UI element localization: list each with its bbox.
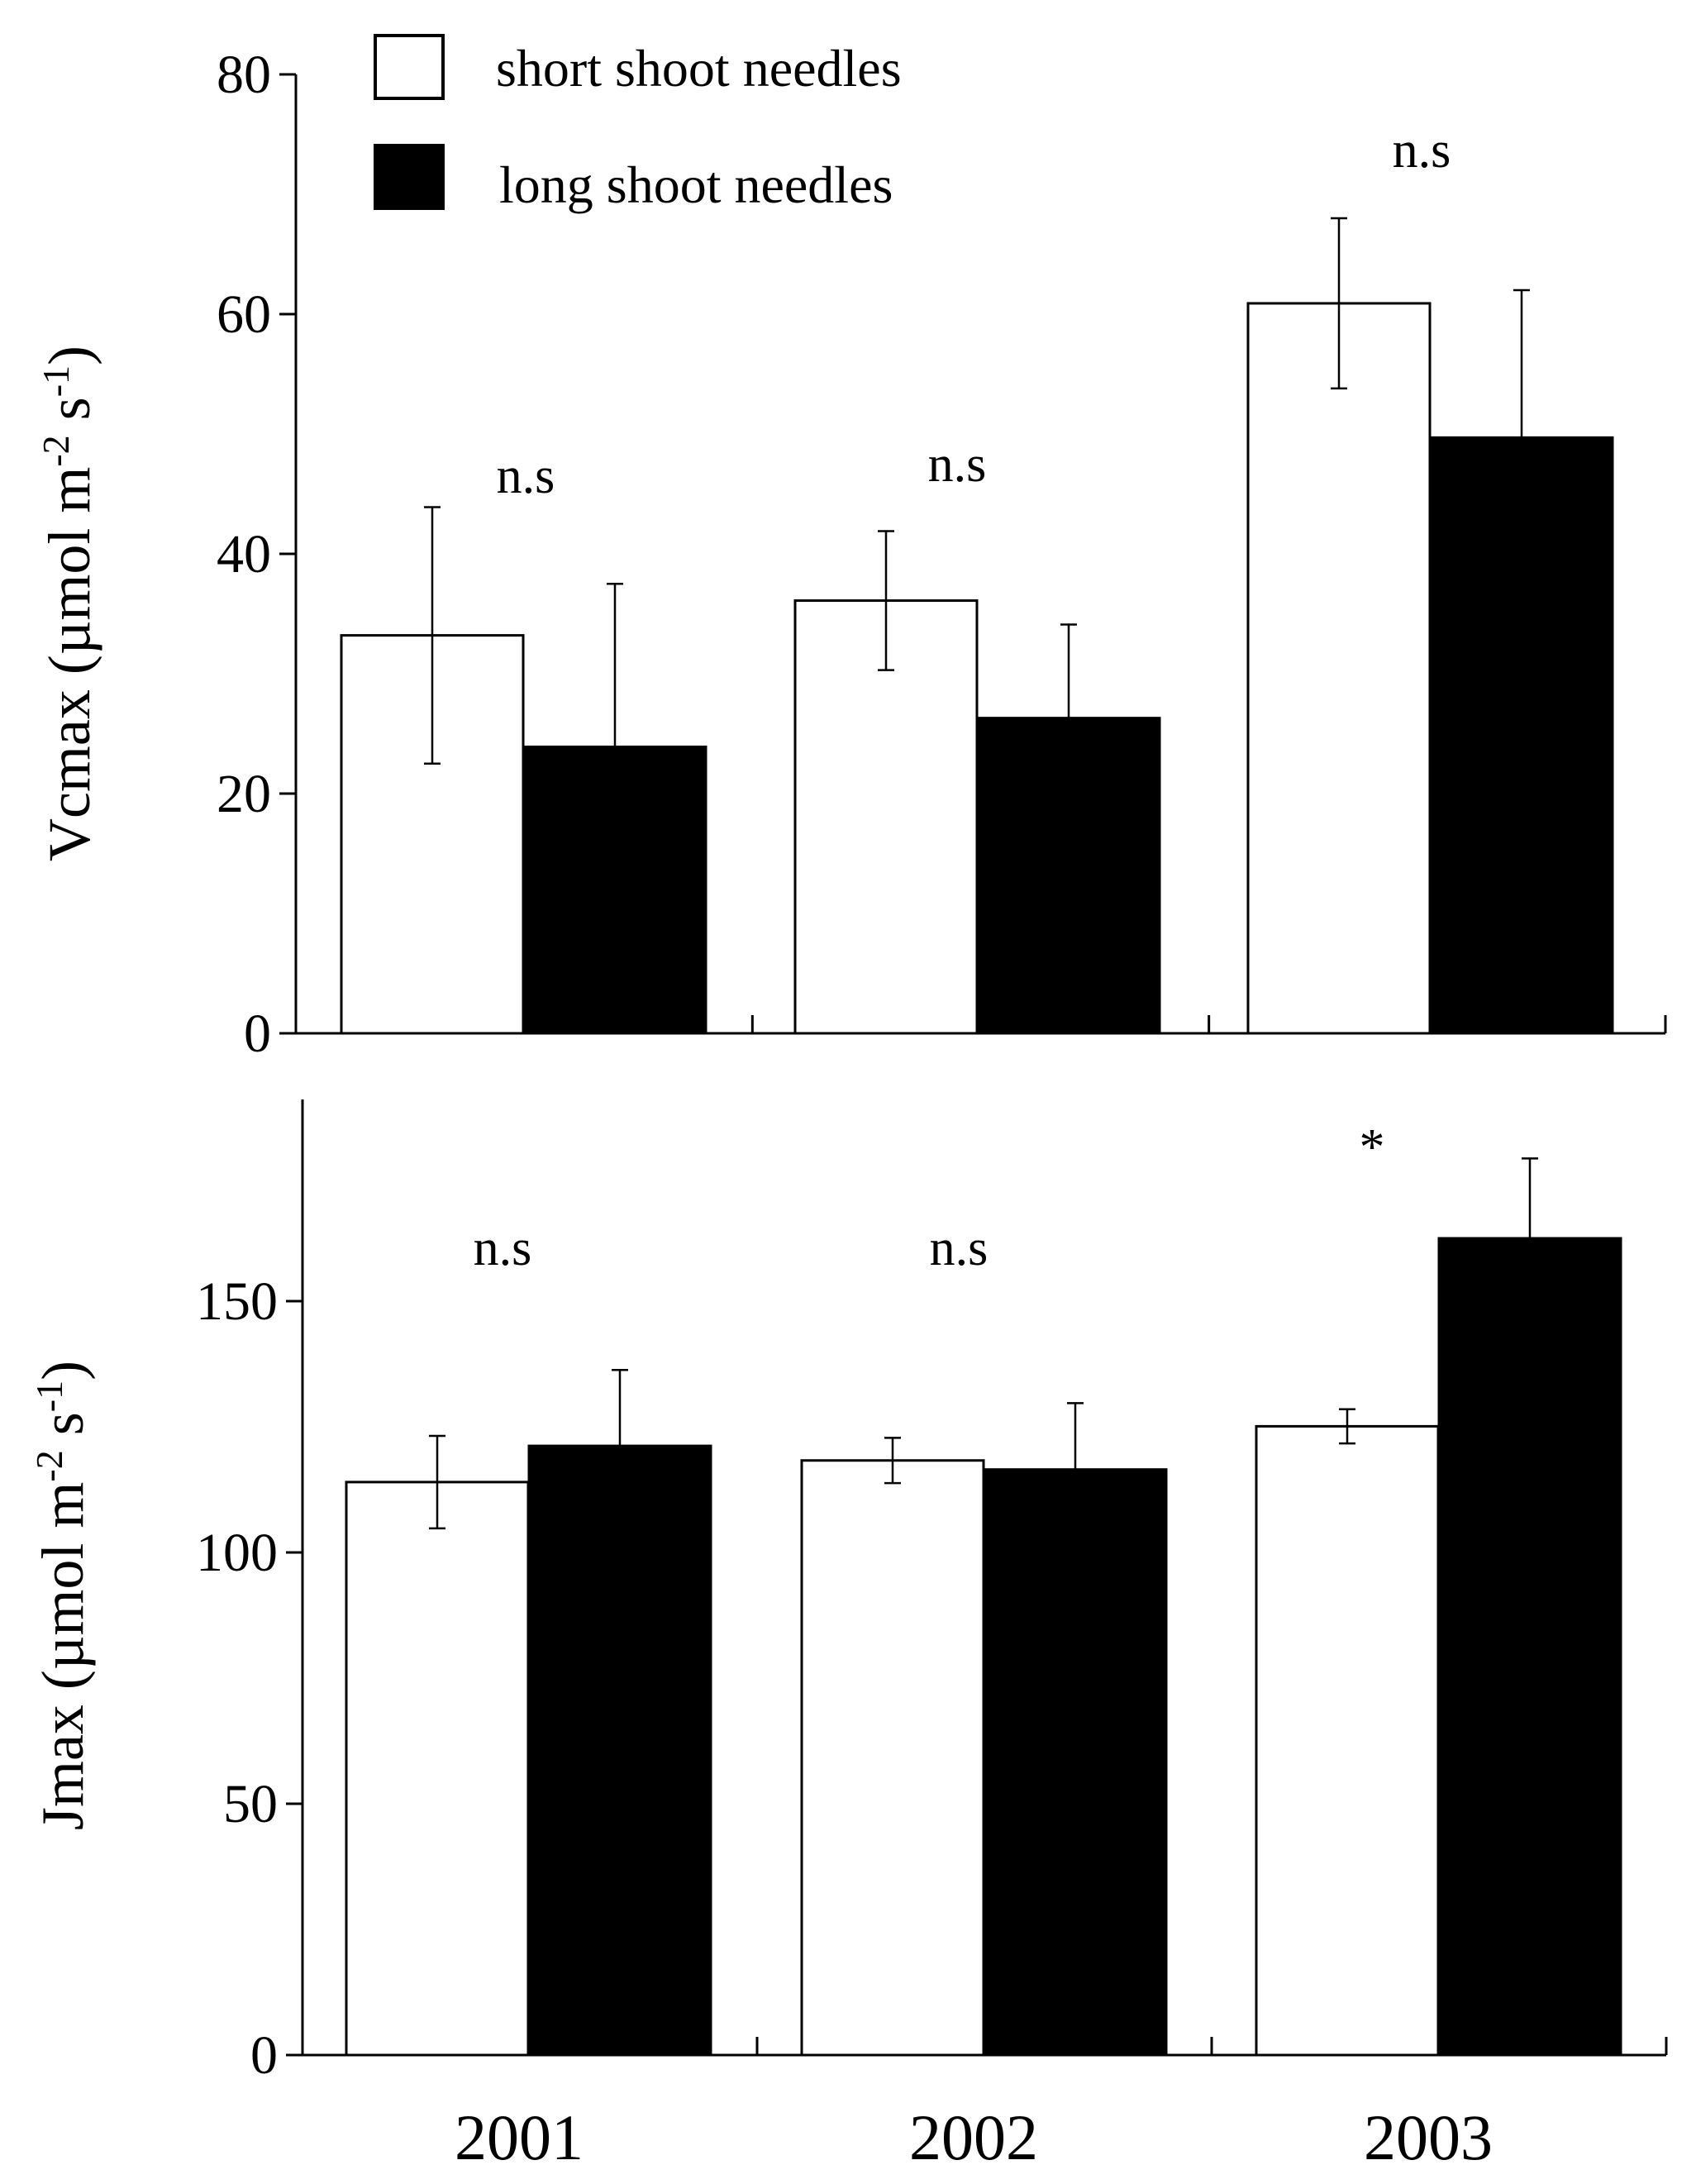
top-y-tick-label-80: 80 [217,45,271,105]
top-y-tick-label-40: 40 [217,524,271,584]
top-bar-2003-short [1246,302,1432,1035]
top-error-bar-2002-long [1060,623,1077,813]
legend-swatch-short-shoot [374,34,445,100]
bottom-y-axis-title: Jmax (µmol m-2 s-1) [28,1361,97,1830]
bottom-x-ticks [755,2037,1668,2055]
bottom-annotations: n.s n.s * [474,1119,1385,1276]
bottom-bars [345,1157,1622,2057]
top-error-bar-2002-short [878,530,894,671]
bottom-y-tick-label-150: 150 [196,1271,278,1332]
top-annotations: n.s n.s n.s [497,122,1451,504]
legend: short shoot needles long shoot needles [374,34,902,214]
bottom-bar-2001-long [527,1444,712,2057]
bottom-bar-2001-short [345,1481,530,2057]
bottom-y-tick-label-0: 0 [250,2025,278,2086]
top-error-bar-2003-long [1513,288,1530,586]
x-label-2003: 2003 [1364,2101,1493,2173]
bottom-error-bar-2002-long [1067,1402,1084,1538]
top-bar-2002-short [793,599,979,1035]
x-label-2002: 2002 [909,2101,1038,2173]
legend-label-short-shoot: short shoot needles [496,39,902,98]
top-y-tick-label-0: 0 [244,1004,271,1064]
bottom-bar-2002-short [800,1459,985,2057]
top-error-bar-2001-short [424,506,441,765]
bottom-error-bar-2001-long [612,1369,628,1524]
top-y-axis-title: Vcmax (µmol m-2 s-1) [35,346,103,861]
top-y-tick-label-20: 20 [217,764,271,824]
bottom-bar-2003-short [1255,1424,1440,2057]
bottom-bar-2002-long [983,1468,1168,2057]
top-annotation-2002: n.s [928,436,987,493]
bottom-y-tick-label-100: 100 [196,1523,278,1583]
panel-top: Vcmax (µmol m-2 s-1) 0 20 40 60 80 n.s n.s n.s [35,45,1667,1064]
bottom-error-bar-2003-long [1522,1157,1538,1319]
bottom-annotation-2001: n.s [474,1220,532,1276]
x-label-2001: 2001 [455,2101,584,2173]
bottom-error-bar-2001-short [429,1434,445,1530]
top-error-bar-2003-short [1331,217,1347,390]
top-y-ticks: 0 20 40 60 80 [217,45,296,1064]
top-annotation-2003: n.s [1393,122,1451,179]
legend-label-long-shoot: long shoot needles [499,155,893,214]
bottom-y-ticks: 0 50 100 150 [196,1271,303,2086]
bottom-annotation-2003: * [1360,1119,1385,1175]
bottom-y-tick-label-50: 50 [223,1774,278,1834]
bottom-error-bar-2003-short [1339,1408,1355,1445]
top-bars [340,217,1614,1035]
bottom-annotation-2002: n.s [930,1220,989,1276]
legend-swatch-long-shoot [374,144,445,210]
bottom-bar-2003-long [1437,1237,1622,2057]
panel-bottom: Jmax (µmol m-2 s-1) 0 50 100 150 n.s n.s * [28,1099,1668,2086]
top-x-ticks [750,1015,1667,1033]
top-error-bar-2001-long [607,583,623,911]
top-y-tick-label-60: 60 [217,284,271,345]
top-annotation-2001: n.s [497,448,555,504]
bottom-error-bar-2002-short [884,1437,901,1485]
